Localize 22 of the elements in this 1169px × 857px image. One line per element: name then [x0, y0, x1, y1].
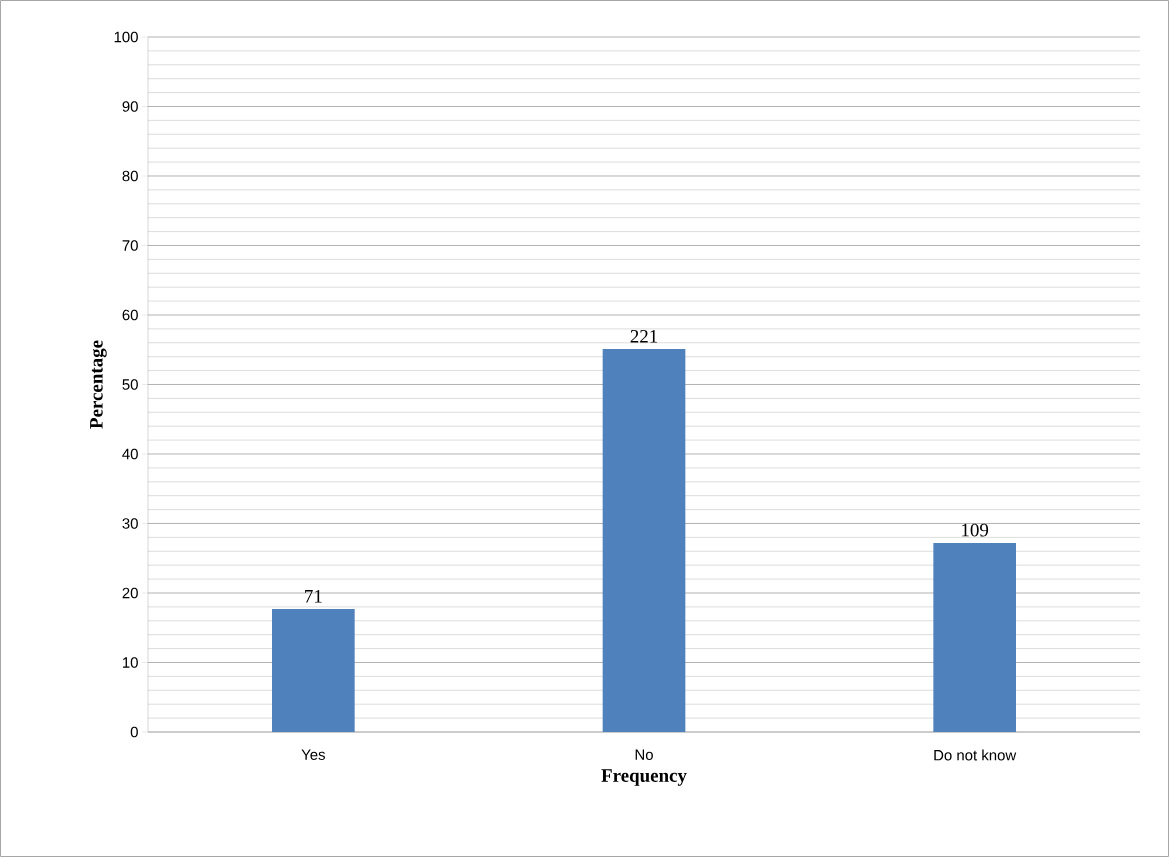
y-tick-label: 70: [122, 240, 138, 251]
y-tick-label: 10: [123, 657, 138, 668]
x-axis-title: Frequency: [601, 769, 687, 786]
y-tick-label: 80: [122, 170, 138, 182]
bar: [933, 542, 1017, 732]
y-tick-label: 40: [122, 448, 138, 460]
annotation: 71: [305, 589, 322, 603]
y-tick-label: 100: [114, 31, 138, 43]
y-tick-label: 60: [122, 309, 138, 321]
annotation: 221: [630, 330, 658, 343]
x-tick-label: Yes: [301, 749, 325, 760]
y-tick-label: 30: [122, 518, 138, 529]
x-tick-label: Do not know: [934, 749, 1017, 761]
annotation: 109: [962, 523, 989, 537]
y-tick-label: 90: [122, 101, 138, 112]
x-tick-label: No: [635, 749, 653, 760]
y-tick-label: 20: [122, 587, 138, 599]
y-axis-title: Percentage: [90, 340, 107, 429]
bar: [602, 349, 686, 732]
bar: [272, 608, 355, 732]
y-tick-label: 0: [130, 726, 138, 738]
y-tick-label: 50: [122, 379, 138, 390]
